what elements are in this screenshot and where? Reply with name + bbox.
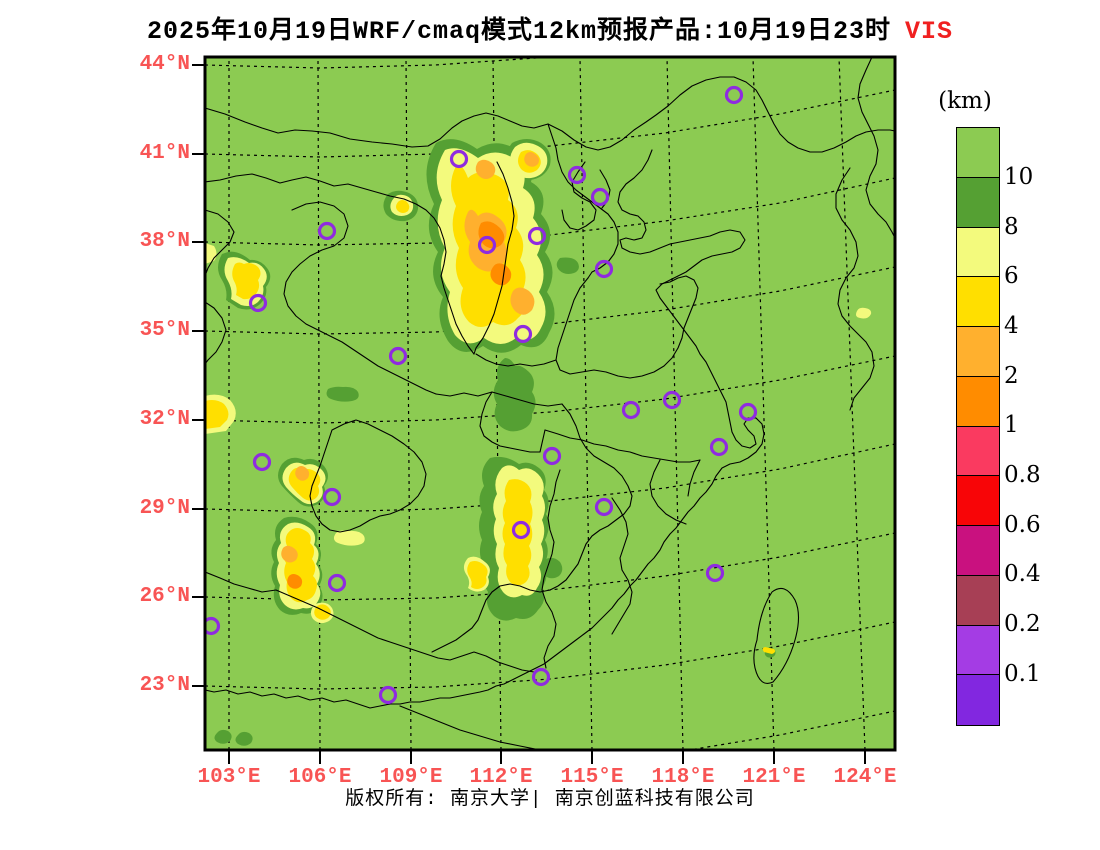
station-marker-circle [527,226,547,246]
lat-label-26n: 26°N [139,585,190,608]
lat-label-23n: 23°N [139,674,190,697]
colorbar-label-10: 10 [1004,164,1034,190]
colorbar-label-0-1: 0.1 [1004,661,1041,687]
station-marker-circle [531,667,551,687]
colorbar-label-6: 6 [1004,263,1019,289]
station-marker-circle [594,259,614,279]
station-marker-circle [388,346,408,366]
station-marker-circle [511,520,531,540]
lon-label-118e: 118°E [651,766,715,789]
colorbar-label-0-2: 0.2 [1004,611,1041,637]
lon-label-124e: 124°E [833,766,897,789]
station-marker-circle [567,165,587,185]
station-marker-circle [590,187,610,207]
station-marker-circle [738,402,758,422]
axis-ticks [192,64,866,764]
lon-label-121e: 121°E [742,766,806,789]
colorbar-label-0-6: 0.6 [1004,512,1041,538]
lat-label-41n: 41°N [139,142,190,165]
colorbar-cell [957,376,999,427]
station-marker-circle [248,293,268,313]
lon-label-109e: 109°E [379,766,443,789]
station-marker-circle [206,616,221,636]
station-marker-circle [252,452,272,472]
lat-label-38n: 38°N [139,230,190,253]
colorbar [956,127,1000,726]
colorbar-label-4: 4 [1004,313,1019,339]
colorbar-label-0-4: 0.4 [1004,561,1041,587]
colorbar-cell [957,675,999,725]
colorbar-unit: (km) [938,88,992,114]
colorbar-cell [957,526,999,576]
lat-label-44n: 44°N [139,53,190,76]
colorbar-cell [957,625,999,676]
station-marker-circle [477,235,497,255]
station-marker-circle [662,390,682,410]
colorbar-cell [957,177,999,228]
copyright-text: 版权所有: 南京大学| 南京创蓝科技有限公司 [345,788,755,810]
lon-label-115e: 115°E [560,766,624,789]
map-background [205,57,895,750]
station-marker-circle [449,149,469,169]
station-marker-circle [709,437,729,457]
visibility-1-2km-patches [287,221,512,589]
station-marker-circle [594,497,614,517]
lon-label-106e: 106°E [288,766,352,789]
lon-label-103e: 103°E [197,766,261,789]
lat-label-32n: 32°N [139,408,190,431]
title-variable-vis: VIS [905,17,954,46]
colorbar-label-2: 2 [1004,363,1019,389]
lon-label-112e: 112°E [469,766,533,789]
station-marker-circle [327,573,347,593]
station-marker-circle [317,221,337,241]
colorbar-cell [957,476,999,526]
province-boundaries [206,58,894,749]
colorbar-cell [957,426,999,477]
station-marker-circle [322,487,342,507]
colorbar-label-8: 8 [1004,214,1019,240]
map-frame [203,55,897,752]
station-marker-circle [705,563,725,583]
colorbar-cell [957,277,999,327]
lat-label-35n: 35°N [139,319,190,342]
station-markers [206,85,758,705]
station-marker-circle [513,324,533,344]
colorbar-cell [957,128,999,178]
colorbar-cell [957,227,999,278]
station-marker-circle [724,85,744,105]
lat-label-29n: 29°N [139,497,190,520]
colorbar-cell [957,327,999,377]
colorbar-cell [957,575,999,626]
station-marker-circle [621,400,641,420]
station-marker-circle [378,685,398,705]
colorbar-label-0-8: 0.8 [1004,462,1041,488]
colorbar-label-1: 1 [1004,412,1019,438]
station-marker-circle [542,446,562,466]
title-text: 2025年10月19日WRF/cmaq模式12km预报产品:10月19日23时 [146,17,892,46]
page-title: 2025年10月19日WRF/cmaq模式12km预报产品:10月19日23时 V… [0,10,1100,46]
